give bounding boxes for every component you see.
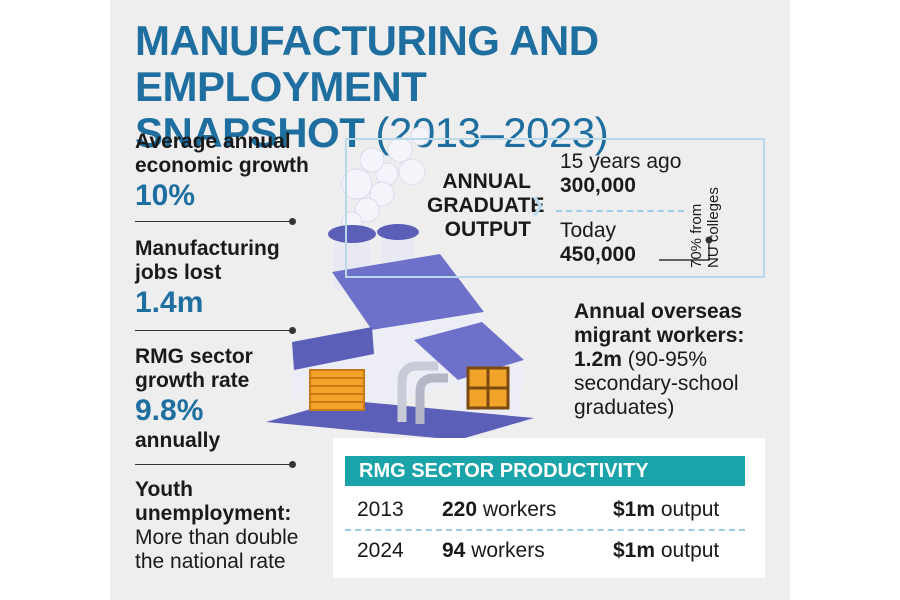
graduates-past: 15 years ago 300,000 xyxy=(560,150,682,197)
productivity-table: RMG SECTOR PRODUCTIVITY 2013 220 workers… xyxy=(333,438,765,578)
stat-value: 10% xyxy=(135,179,196,212)
divider-dot xyxy=(289,218,296,225)
nu-colleges-note: 70% from NU colleges xyxy=(688,187,722,268)
divider xyxy=(135,464,291,465)
graduate-box-edge xyxy=(763,138,765,278)
factory-icon xyxy=(266,126,534,440)
chevron-right-icon: ❯ xyxy=(530,195,546,215)
graduates-today: Today 450,000 xyxy=(560,219,636,266)
stat-youth-unemployment: Youth unemployment: More than double the… xyxy=(135,478,299,573)
title-line-2: SNAPSHOT xyxy=(135,109,365,156)
divider-dot xyxy=(289,461,296,468)
graduate-output-box xyxy=(345,138,765,278)
table-header: RMG SECTOR PRODUCTIVITY xyxy=(345,456,745,486)
divider xyxy=(135,330,291,331)
divider-dot xyxy=(289,327,296,334)
stat-jobs-lost: Manufacturing jobs lost 1.4m xyxy=(135,237,280,319)
stat-rmg-growth: RMG sector growth rate 9.8% annually xyxy=(135,345,253,452)
divider xyxy=(135,221,291,222)
migrant-workers: Annual overseas migrant workers: 1.2m (9… xyxy=(574,300,745,419)
stat-value: 9.8% xyxy=(135,394,204,427)
table-row: 2013 220 workers $1m output xyxy=(357,498,720,521)
table-row: 2024 94 workers $1m output xyxy=(357,539,720,562)
graduate-divider xyxy=(556,210,684,212)
stat-value: 1.4m xyxy=(135,286,204,319)
row-divider xyxy=(345,529,745,531)
title-line-1: MANUFACTURING AND EMPLOYMENT xyxy=(135,17,599,110)
stat-economic-growth: Average annual economic growth 10% xyxy=(135,130,309,212)
graduate-output-label: ANNUAL GRADUATE OUTPUT xyxy=(427,170,545,241)
note-connector xyxy=(659,236,713,261)
